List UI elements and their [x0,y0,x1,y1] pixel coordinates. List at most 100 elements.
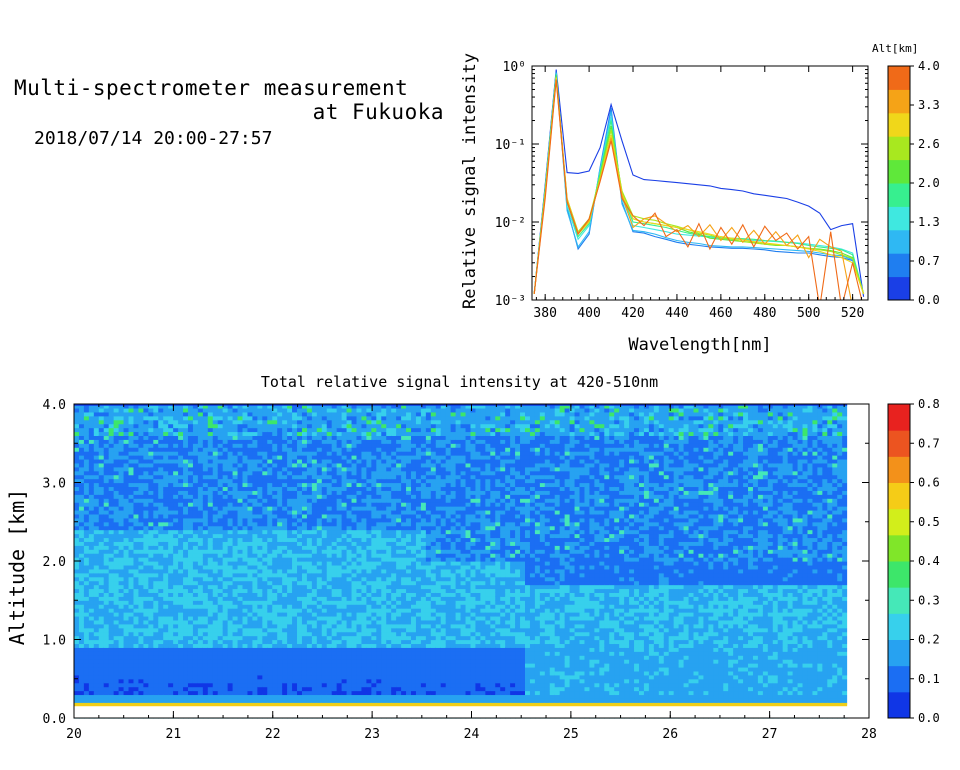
heatmap-cell [119,545,125,550]
heatmap-cell [203,459,209,464]
heatmap-cell [307,447,313,452]
heatmap-cell [168,463,174,468]
heatmap-cell [267,616,273,621]
heatmap-cell [312,577,318,582]
heatmap-cell [243,522,249,527]
heatmap-cell [366,534,372,539]
heatmap-cell [138,506,144,511]
heatmap-cell [183,435,189,440]
heatmap-cell [198,643,204,648]
heatmap-cell [138,608,144,613]
heatmap-cell [352,431,358,436]
heatmap-cell [148,671,154,676]
heatmap-cell [183,506,189,511]
heatmap-cell [356,577,362,582]
heatmap-cell [243,526,249,531]
heatmap-cell [203,549,209,554]
heatmap-cell [178,643,184,648]
heatmap-cell [243,518,249,523]
heatmap-cell [243,463,249,468]
heatmap-cell [148,632,154,637]
heatmap-cell [342,447,348,452]
heatmap-cell [223,522,229,527]
heatmap-cell [89,585,95,590]
heatmap-cell [198,439,204,444]
heatmap-cell [148,428,154,433]
heatmap-cell [198,530,204,535]
heatmap-cell [302,651,308,656]
heatmap-cell [94,679,100,684]
heatmap-cell [79,475,85,480]
heatmap-cell [109,655,115,660]
heatmap-cell [262,420,268,425]
heatmap-cell [307,588,313,593]
heatmap-cell [243,624,249,629]
heatmap-cell [347,463,353,468]
heatmap-cell [178,506,184,511]
heatmap-cell [282,585,288,590]
heatmap-cell [371,616,377,621]
heatmap-cell [361,486,367,491]
heatmap-cell [178,475,184,480]
heatmap-cell [297,530,303,535]
heatmap-cell [337,498,343,503]
heatmap-cell [361,526,367,531]
heatmap-cell [178,561,184,566]
heatmap-cell [267,667,273,672]
heatmap-cell [143,640,149,645]
heatmap-cell [74,490,80,495]
heatmap-cell [163,534,169,539]
heatmap-cell [272,679,278,684]
heatmap-cell [143,545,149,550]
heatmap-cell [213,475,219,480]
heatmap-cell [312,608,318,613]
heatmap-cell [143,620,149,625]
heatmap-cell [347,608,353,613]
heatmap-cell [243,431,249,436]
heatmap-cell [238,463,244,468]
heatmap-cell [252,612,258,617]
heatmap-cell [138,408,144,413]
heatmap-cell [223,451,229,456]
heatmap-cell [292,530,298,535]
heatmap-cell [228,643,234,648]
heatmap-cell [119,412,125,417]
heatmap-cell [223,526,229,531]
heatmap-cell [272,463,278,468]
heatmap-cell [104,651,110,656]
heatmap-cell [173,702,179,707]
heatmap-cell [138,541,144,546]
heatmap-cell [158,581,164,586]
heatmap-cell [322,455,328,460]
heatmap-cell [223,647,229,652]
heatmap-cell [193,510,199,515]
heatmap-cell [213,573,219,578]
heatmap-cell [198,447,204,452]
heatmap-cell [133,702,139,707]
heatmap-cell [163,471,169,476]
heatmap-cell [153,416,159,421]
heatmap-cell [307,416,313,421]
heatmap-cell [287,490,293,495]
heatmap-cell [267,518,273,523]
heatmap-cell [287,651,293,656]
heatmap-cell [208,671,214,676]
heatmap-cell [327,612,333,617]
heatmap-cell [302,573,308,578]
heatmap-cell [312,451,318,456]
heatmap-cell [342,471,348,476]
heatmap-cell [287,687,293,692]
heatmap-cell [233,675,239,680]
heatmap-cell [356,428,362,433]
heatmap-cell [104,522,110,527]
heatmap-cell [282,494,288,499]
heatmap-cell [243,455,249,460]
heatmap-cell [238,557,244,562]
heatmap-cell [356,667,362,672]
heatmap-cell [302,663,308,668]
heatmap-cell [133,530,139,535]
heatmap-cell [148,643,154,648]
heatmap-cell [79,651,85,656]
heatmap-cell [109,479,115,484]
heatmap-cell [282,683,288,688]
